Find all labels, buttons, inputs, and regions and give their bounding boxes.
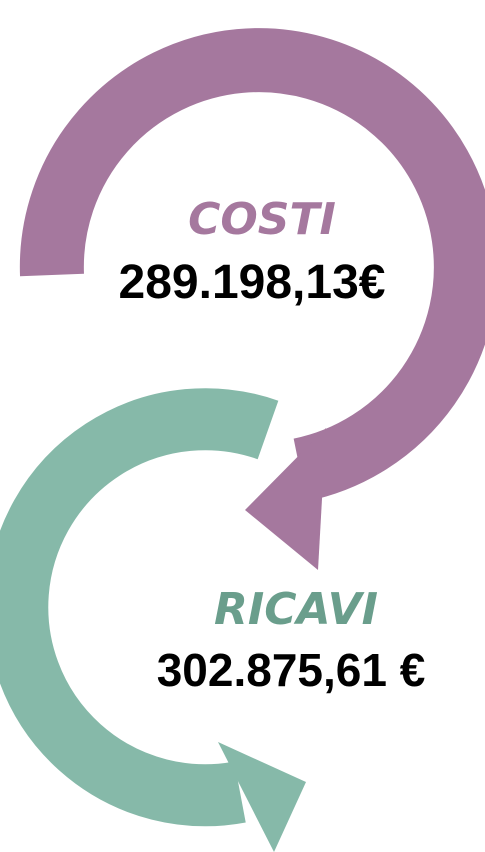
revenues-arrow-head xyxy=(218,742,306,852)
revenues-label: RICAVI xyxy=(214,584,378,635)
costs-arrow-arc xyxy=(19,28,485,502)
revenues-arrow-arc xyxy=(0,388,279,827)
costs-label: COSTI xyxy=(188,194,336,245)
costs-amount: 289.198,13€ xyxy=(119,256,386,309)
revenues-amount: 302.875,61 € xyxy=(157,644,426,696)
costs-arrow-head xyxy=(245,428,326,570)
